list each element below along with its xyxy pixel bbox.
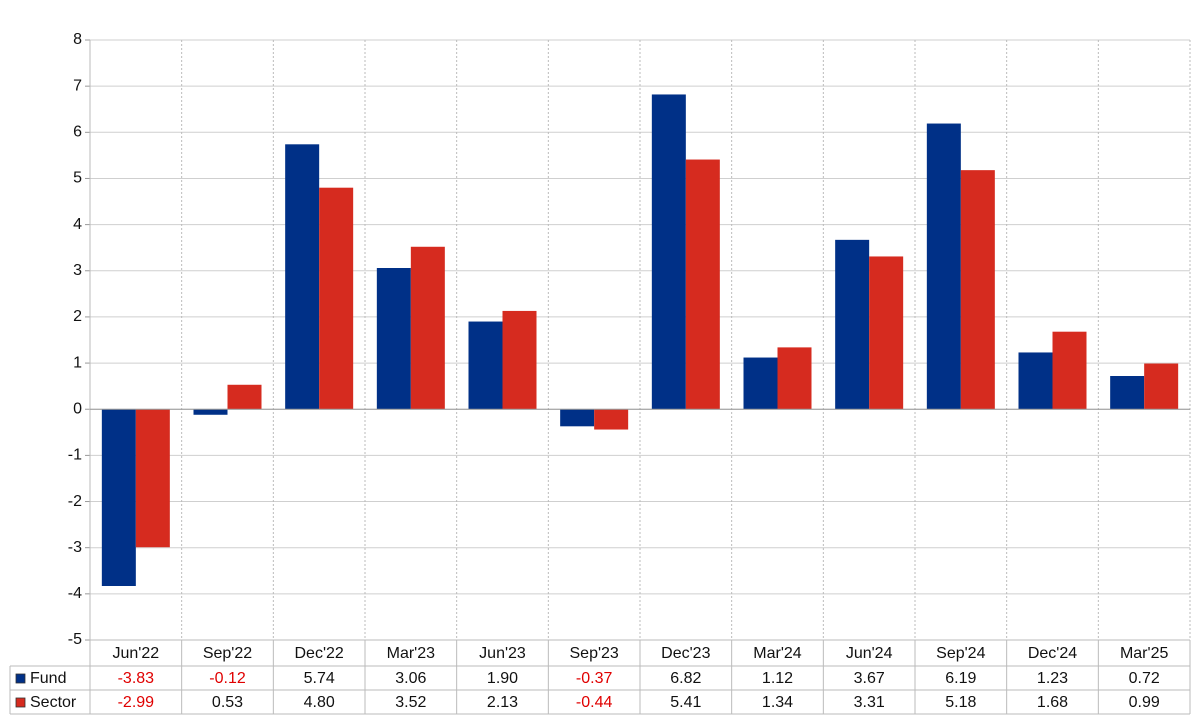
bar	[285, 144, 320, 410]
bar	[376, 268, 411, 410]
table-value: -0.44	[576, 694, 613, 711]
table-value: 5.41	[670, 694, 701, 711]
table-value: 6.82	[670, 670, 701, 687]
table-value: 0.53	[212, 694, 243, 711]
legend-label: Sector	[30, 694, 77, 711]
y-tick-label: 2	[73, 308, 82, 325]
table-value: -0.12	[209, 670, 246, 687]
x-tick-label: Jun'22	[113, 645, 160, 662]
table-value: 1.68	[1037, 694, 1068, 711]
bar	[101, 409, 136, 586]
table-value: 3.67	[854, 670, 885, 687]
x-tick-label: Sep'24	[936, 645, 985, 662]
bar	[594, 409, 629, 430]
bar	[319, 187, 354, 410]
x-tick-label: Mar'23	[387, 645, 436, 662]
table-value: 5.74	[304, 670, 335, 687]
bar	[560, 409, 595, 427]
table-value: 3.52	[395, 694, 426, 711]
y-tick-label: 3	[73, 262, 82, 279]
table-value: 3.31	[854, 694, 885, 711]
x-tick-label: Sep'22	[203, 645, 252, 662]
table-value: 0.72	[1129, 670, 1160, 687]
y-tick-label: 5	[73, 170, 82, 187]
bar	[135, 409, 170, 548]
legend-label: Fund	[30, 670, 66, 687]
bar	[193, 409, 228, 415]
y-tick-label: -4	[68, 585, 82, 602]
table-value: 0.99	[1129, 694, 1160, 711]
table-value: 4.80	[304, 694, 335, 711]
x-tick-label: Dec'23	[661, 645, 710, 662]
y-tick-label: 6	[73, 124, 82, 141]
x-tick-label: Dec'24	[1028, 645, 1077, 662]
legend-swatch	[15, 697, 26, 708]
bar	[685, 159, 720, 410]
x-tick-label: Sep'23	[570, 645, 619, 662]
table-value: 1.90	[487, 670, 518, 687]
bar	[835, 239, 870, 410]
x-tick-label: Mar'24	[753, 645, 802, 662]
y-tick-label: 0	[73, 400, 82, 417]
y-tick-label: 1	[73, 354, 82, 371]
table-value: 1.23	[1037, 670, 1068, 687]
bar	[1110, 376, 1145, 410]
table-value: -0.37	[576, 670, 613, 687]
legend-swatch	[15, 673, 26, 684]
table-value: 3.06	[395, 670, 426, 687]
bar	[410, 246, 445, 410]
bar	[777, 347, 812, 410]
y-tick-label: -2	[68, 493, 82, 510]
bar	[869, 256, 904, 410]
bar	[502, 310, 537, 410]
y-tick-label: -1	[68, 447, 82, 464]
x-tick-label: Jun'23	[479, 645, 526, 662]
bar	[960, 170, 995, 410]
table-value: 1.12	[762, 670, 793, 687]
y-tick-label: 8	[73, 31, 82, 48]
bar	[926, 123, 961, 410]
y-tick-label: 7	[73, 77, 82, 94]
bar	[468, 321, 503, 410]
x-tick-label: Mar'25	[1120, 645, 1169, 662]
y-tick-label: 4	[73, 216, 82, 233]
table-value: -2.99	[118, 694, 155, 711]
table-value: 5.18	[945, 694, 976, 711]
bar	[743, 357, 778, 410]
bar	[1052, 331, 1087, 410]
table-value: 2.13	[487, 694, 518, 711]
table-value: -3.83	[118, 670, 155, 687]
bar	[651, 94, 686, 410]
y-tick-label: -3	[68, 539, 82, 556]
x-tick-label: Jun'24	[846, 645, 893, 662]
y-tick-label: -5	[68, 631, 82, 648]
table-value: 1.34	[762, 694, 793, 711]
x-tick-label: Dec'22	[295, 645, 344, 662]
bar	[227, 384, 262, 410]
bar	[1018, 352, 1053, 410]
bar	[1144, 363, 1179, 410]
table-value: 6.19	[945, 670, 976, 687]
